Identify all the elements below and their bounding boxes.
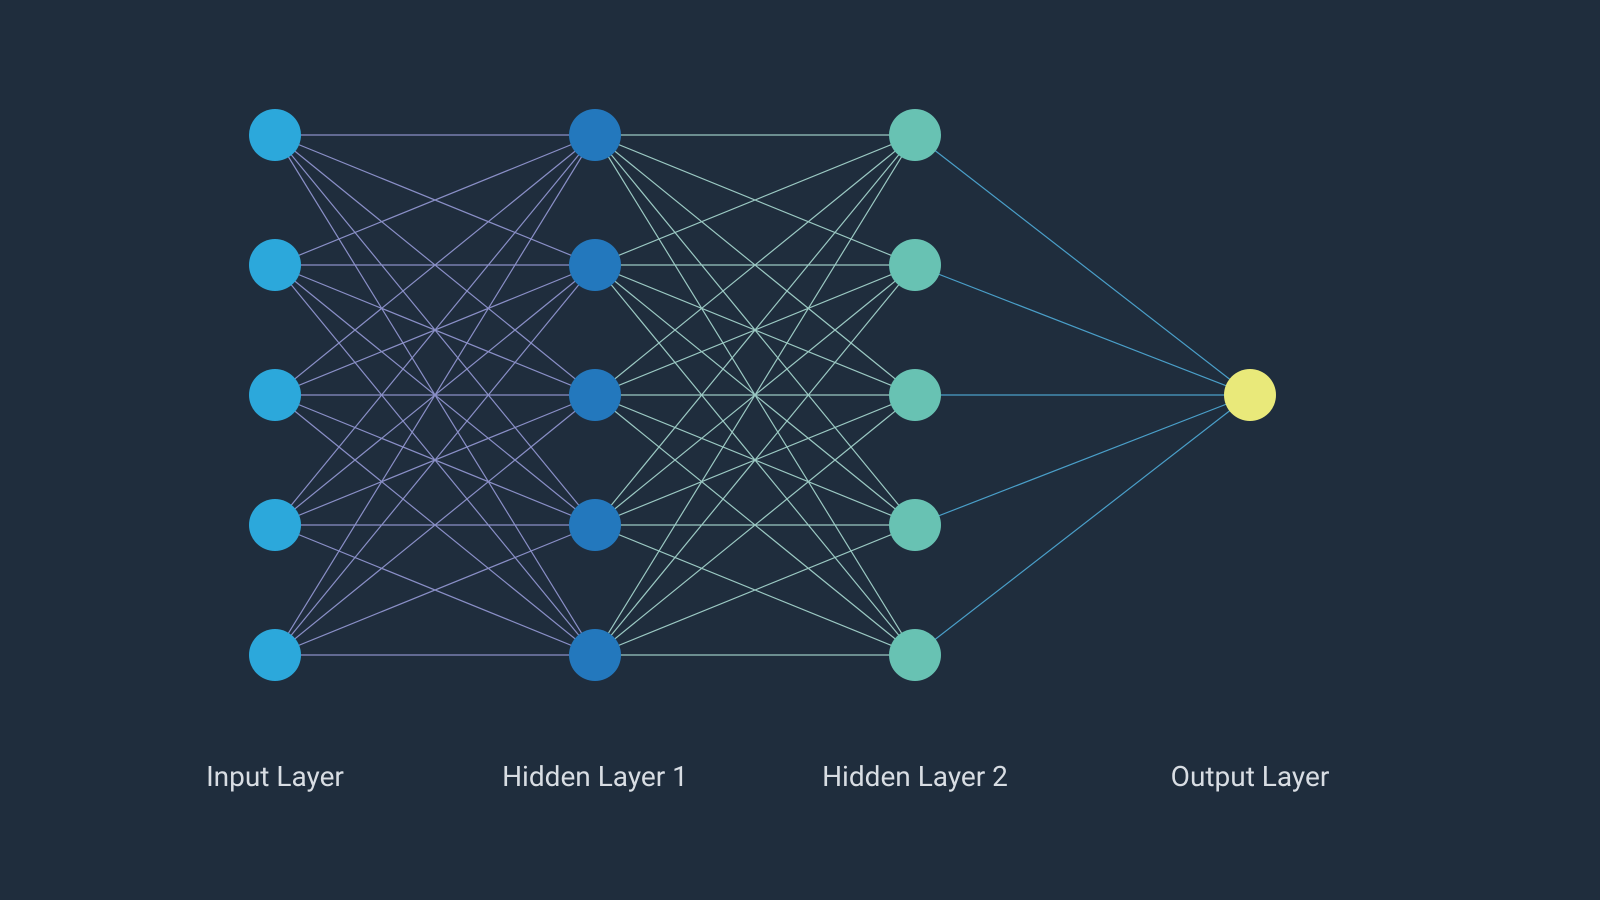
node-hidden2-0 xyxy=(889,109,941,161)
layer-label-output: Output Layer xyxy=(1171,760,1330,793)
neural-network-diagram: Input Layer Hidden Layer 1 Hidden Layer … xyxy=(0,0,1600,900)
node-input-1 xyxy=(249,239,301,291)
node-input-0 xyxy=(249,109,301,161)
node-hidden1-0 xyxy=(569,109,621,161)
layer-label-input: Input Layer xyxy=(206,760,344,793)
node-hidden1-2 xyxy=(569,369,621,421)
node-output-0 xyxy=(1224,369,1276,421)
edge xyxy=(915,395,1250,525)
layer-label-hidden2: Hidden Layer 2 xyxy=(822,760,1008,793)
node-hidden2-2 xyxy=(889,369,941,421)
node-input-2 xyxy=(249,369,301,421)
node-input-4 xyxy=(249,629,301,681)
node-hidden1-1 xyxy=(569,239,621,291)
node-hidden2-4 xyxy=(889,629,941,681)
edge xyxy=(915,395,1250,655)
edge xyxy=(915,135,1250,395)
layer-label-hidden1: Hidden Layer 1 xyxy=(502,760,688,793)
edge xyxy=(915,265,1250,395)
node-hidden2-3 xyxy=(889,499,941,551)
node-hidden1-4 xyxy=(569,629,621,681)
node-hidden2-1 xyxy=(889,239,941,291)
node-input-3 xyxy=(249,499,301,551)
node-hidden1-3 xyxy=(569,499,621,551)
